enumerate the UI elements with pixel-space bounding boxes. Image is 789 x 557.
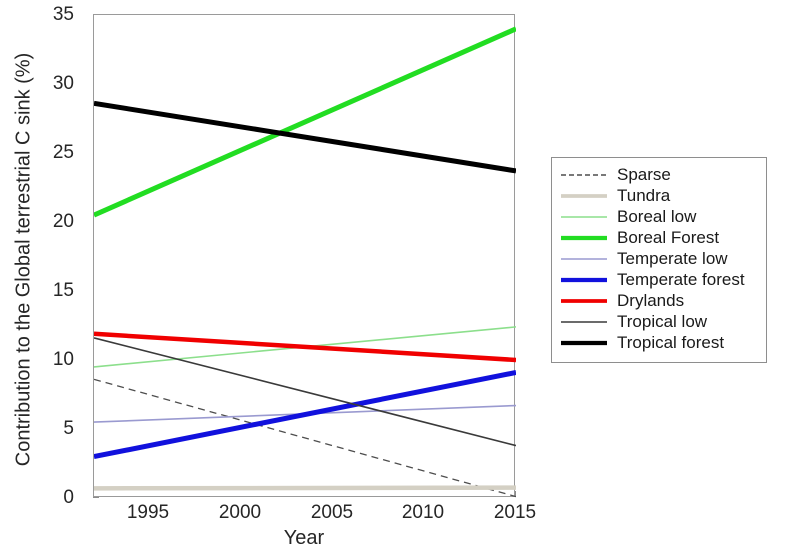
legend-item-label: Boreal low xyxy=(617,207,697,226)
legend-item-temperate-forest[interactable]: Temperate forest xyxy=(560,269,758,290)
y-tick-label: 20 xyxy=(52,211,74,232)
legend-item-label: Tundra xyxy=(617,186,671,205)
legend-item-tundra[interactable]: Tundra xyxy=(560,185,758,206)
x-tick-label: 2005 xyxy=(310,502,354,523)
x-tick-label: 2015 xyxy=(493,502,537,523)
legend-line-sample-icon xyxy=(560,273,608,287)
x-tick-label: 1995 xyxy=(126,502,170,523)
legend-item-label: Temperate low xyxy=(617,249,728,268)
x-tick-mark xyxy=(515,491,516,497)
series-line-boreal-forest xyxy=(94,26,516,218)
y-axis-title: Contribution to the Global terrestrial C… xyxy=(12,52,35,467)
legend-line-sample-icon xyxy=(560,294,608,308)
y-tick-mark xyxy=(93,497,99,498)
legend-item-sparse[interactable]: Sparse xyxy=(560,164,758,185)
legend-item-label: Boreal Forest xyxy=(617,228,720,247)
legend-item-label: Tropical low xyxy=(617,312,708,331)
legend-line-sample-icon xyxy=(560,189,608,203)
y-tick-label: 15 xyxy=(52,280,74,301)
legend-item-label: Drylands xyxy=(617,291,685,310)
series-line-tundra xyxy=(94,485,516,491)
legend-item-boreal-low[interactable]: Boreal low xyxy=(560,206,758,227)
y-tick-label: 30 xyxy=(52,73,74,94)
y-tick-label: 5 xyxy=(63,418,74,439)
legend-line-sample-icon xyxy=(560,336,608,350)
plot-area xyxy=(93,14,516,498)
legend-item-label: Temperate forest xyxy=(617,270,745,289)
legend-line-sample-icon xyxy=(560,210,608,224)
legend: Sparse Tundra Boreal low Boreal Forest Tempe… xyxy=(551,157,767,363)
series-line-tropical-forest xyxy=(94,100,516,174)
series-line-tropical-low xyxy=(94,337,516,447)
legend-line-sample-icon xyxy=(560,252,608,266)
x-tick-label: 2000 xyxy=(218,502,262,523)
legend-item-boreal-forest[interactable]: Boreal Forest xyxy=(560,227,758,248)
legend-item-tropical-forest[interactable]: Tropical forest xyxy=(560,332,758,353)
series-lines xyxy=(94,26,516,498)
legend-item-label: Sparse xyxy=(617,165,671,184)
x-axis-title: Year xyxy=(283,527,325,549)
legend-item-tropical-low[interactable]: Tropical low xyxy=(560,311,758,332)
legend-item-label: Tropical forest xyxy=(617,333,725,352)
y-tick-label: 10 xyxy=(52,349,74,370)
x-tick-label: 2010 xyxy=(401,502,445,523)
y-tick-label: 0 xyxy=(63,487,74,508)
y-tick-label: 35 xyxy=(52,4,74,25)
legend-item-temperate-low[interactable]: Temperate low xyxy=(560,248,758,269)
y-tick-label: 25 xyxy=(52,142,74,163)
legend-line-sample-icon xyxy=(560,315,608,329)
series-line-temperate-forest xyxy=(94,369,516,460)
series-line-sparse xyxy=(94,378,516,498)
legend-line-sample-icon xyxy=(560,231,608,245)
legend-item-drylands[interactable]: Drylands xyxy=(560,290,758,311)
series-line-drylands xyxy=(94,331,516,363)
legend-line-sample-icon xyxy=(560,168,608,182)
